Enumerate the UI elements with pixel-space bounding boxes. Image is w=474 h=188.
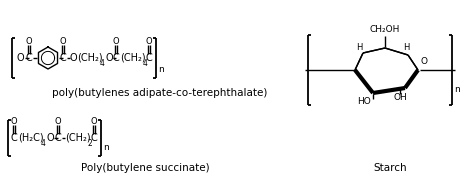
Text: 2: 2 bbox=[88, 139, 93, 148]
Text: Poly(butylene succinate): Poly(butylene succinate) bbox=[81, 163, 210, 173]
Text: Starch: Starch bbox=[373, 163, 407, 173]
Text: C: C bbox=[113, 53, 119, 63]
Text: 4: 4 bbox=[41, 139, 46, 148]
Text: (CH₂): (CH₂) bbox=[65, 133, 91, 143]
Text: C: C bbox=[60, 53, 66, 63]
Text: O: O bbox=[146, 37, 152, 46]
Text: O: O bbox=[55, 118, 61, 127]
Text: C: C bbox=[10, 133, 18, 143]
Text: n: n bbox=[103, 143, 109, 152]
Text: H: H bbox=[403, 42, 409, 52]
Text: n: n bbox=[454, 86, 460, 95]
Text: CH₂OH: CH₂OH bbox=[370, 26, 400, 35]
Text: (H₂C): (H₂C) bbox=[18, 133, 44, 143]
Text: O: O bbox=[17, 53, 25, 63]
Text: C: C bbox=[91, 133, 97, 143]
Text: O: O bbox=[113, 37, 119, 46]
Text: O: O bbox=[91, 118, 97, 127]
Text: poly(butylenes adipate-co-terephthalate): poly(butylenes adipate-co-terephthalate) bbox=[52, 88, 268, 98]
Text: C: C bbox=[146, 53, 152, 63]
Text: 4: 4 bbox=[143, 58, 148, 67]
Text: O: O bbox=[11, 118, 18, 127]
Text: H: H bbox=[356, 42, 362, 52]
Text: 4: 4 bbox=[100, 58, 105, 67]
Text: O: O bbox=[47, 133, 55, 143]
Text: C: C bbox=[26, 53, 32, 63]
Text: O: O bbox=[70, 53, 78, 63]
Text: n: n bbox=[158, 64, 164, 74]
Text: (CH₂): (CH₂) bbox=[120, 53, 146, 63]
Text: C: C bbox=[55, 133, 61, 143]
Text: (CH₂): (CH₂) bbox=[77, 53, 103, 63]
Text: OH: OH bbox=[393, 92, 407, 102]
Text: HO: HO bbox=[357, 96, 371, 105]
Text: O: O bbox=[106, 53, 114, 63]
Text: O: O bbox=[26, 37, 32, 46]
Text: O: O bbox=[421, 58, 428, 67]
Text: O: O bbox=[60, 37, 66, 46]
